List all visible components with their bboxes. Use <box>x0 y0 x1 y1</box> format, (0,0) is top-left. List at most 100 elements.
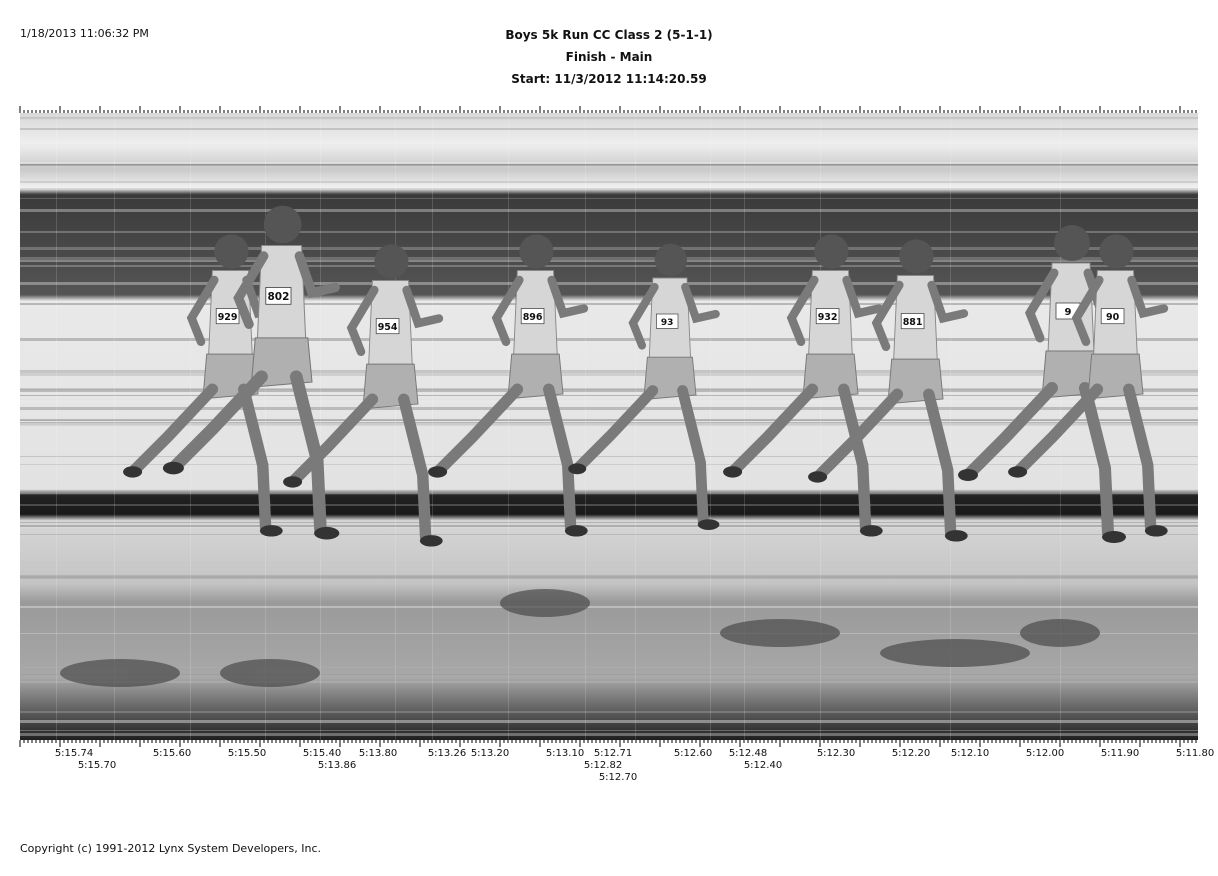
scan-seam <box>56 113 57 740</box>
streak <box>20 527 1198 528</box>
streak <box>20 504 1198 506</box>
runner: 93 <box>568 243 720 530</box>
streak <box>20 265 1198 267</box>
streak <box>20 667 1198 668</box>
shadow <box>720 619 840 647</box>
runner-shadows <box>60 589 1100 687</box>
streak <box>20 371 1198 373</box>
streak <box>20 261 1198 262</box>
streak <box>20 407 1198 410</box>
time-label: 5:15.40 <box>302 748 342 759</box>
scan-seam <box>950 113 951 740</box>
bib-number: 954 <box>378 322 398 333</box>
bib-number: 932 <box>818 312 838 323</box>
top-tick-scale <box>19 106 1197 113</box>
bib-number: 9 <box>1065 307 1072 318</box>
runner: 932 <box>723 234 884 537</box>
scan-seam <box>265 113 266 740</box>
streak <box>20 522 1198 523</box>
time-scale-labels: 5:15.74 5:15.70 5:15.60 5:15.50 5:15.40 5:13.… <box>0 748 1218 808</box>
scan-seam <box>114 113 115 740</box>
time-label: 5:13.86 <box>317 760 357 771</box>
streak <box>20 422 1198 423</box>
streak <box>20 395 1198 396</box>
time-label: 5:12.10 <box>950 748 990 759</box>
time-label: 5:12.20 <box>891 748 931 759</box>
finish-photo[interactable]: 929 802 954 896 93 932 881 9 90 <box>20 113 1198 740</box>
streak <box>20 162 1198 164</box>
time-label: 5:15.70 <box>77 760 117 771</box>
time-label: 5:15.50 <box>227 748 267 759</box>
time-label: 5:12.71 <box>593 748 633 759</box>
shadow <box>500 589 590 617</box>
race-header: Boys 5k Run CC Class 2 (5-1-1) Finish - … <box>0 24 1218 90</box>
streak <box>20 525 1198 527</box>
time-label: 5:12.48 <box>728 748 768 759</box>
scan-seam <box>395 113 396 740</box>
streak <box>20 575 1198 578</box>
streak <box>20 144 1198 147</box>
streak <box>20 162 1198 163</box>
bottom-tick-scale <box>19 740 1197 747</box>
time-label: 5:13.10 <box>545 748 585 759</box>
streak <box>20 181 1198 183</box>
runner: 896 <box>428 234 589 537</box>
streak <box>20 257 1198 260</box>
streak <box>20 400 1198 403</box>
streak <box>20 464 1198 465</box>
streak <box>20 633 1198 634</box>
background-streaks <box>20 113 1198 740</box>
streak <box>20 423 1198 426</box>
start-time: Start: 11/3/2012 11:14:20.59 <box>511 72 707 86</box>
streak <box>20 303 1198 305</box>
streak <box>20 419 1198 421</box>
streak <box>20 117 1198 119</box>
bib-number: 929 <box>218 312 238 323</box>
bib-number: 93 <box>661 318 674 328</box>
streak <box>20 534 1198 535</box>
streak <box>20 681 1198 683</box>
time-label: 5:12.30 <box>816 748 856 759</box>
shadow <box>880 639 1030 667</box>
time-label: 5:12.82 <box>583 760 623 771</box>
scan-seam <box>432 113 433 740</box>
streak <box>20 338 1198 341</box>
streak <box>20 260 1198 261</box>
streak <box>20 606 1198 608</box>
time-label: 5:12.40 <box>743 760 783 771</box>
streak <box>20 231 1198 233</box>
scan-seam <box>585 113 586 740</box>
scan-seam <box>190 113 191 740</box>
time-label: 5:11.80 <box>1175 748 1215 759</box>
streak <box>20 597 1198 599</box>
streak <box>20 395 1198 396</box>
race-title: Boys 5k Run CC Class 2 (5-1-1) <box>505 28 713 42</box>
streak <box>20 576 1198 579</box>
time-label: 5:13.80 <box>358 748 398 759</box>
copyright-notice: Copyright (c) 1991-2012 Lynx System Deve… <box>20 842 322 855</box>
streak <box>20 633 1198 634</box>
streak <box>20 128 1198 130</box>
streak <box>20 373 1198 376</box>
streak <box>20 425 1198 428</box>
scan-seam <box>710 113 711 740</box>
runner: 9 <box>958 225 1127 543</box>
bib-number: 881 <box>903 317 923 328</box>
streak <box>20 733 1198 736</box>
time-label: 5:12.00 <box>1025 748 1065 759</box>
bib-number: 90 <box>1106 312 1120 323</box>
time-label: 5:12.60 <box>673 748 713 759</box>
streak <box>20 720 1198 723</box>
scan-seam <box>320 113 321 740</box>
bib-number: 802 <box>267 291 289 303</box>
time-label: 5:12.70 <box>598 772 638 783</box>
time-label: 5:13.20 <box>470 748 510 759</box>
print-timestamp: 1/18/2013 11:06:32 PM <box>20 27 149 40</box>
runner: 954 <box>283 244 444 547</box>
time-label: 5:15.60 <box>152 748 192 759</box>
streak <box>20 370 1198 373</box>
runner: 802 <box>162 205 340 540</box>
streak <box>20 456 1198 457</box>
streak <box>20 209 1198 212</box>
streak <box>20 491 1198 494</box>
